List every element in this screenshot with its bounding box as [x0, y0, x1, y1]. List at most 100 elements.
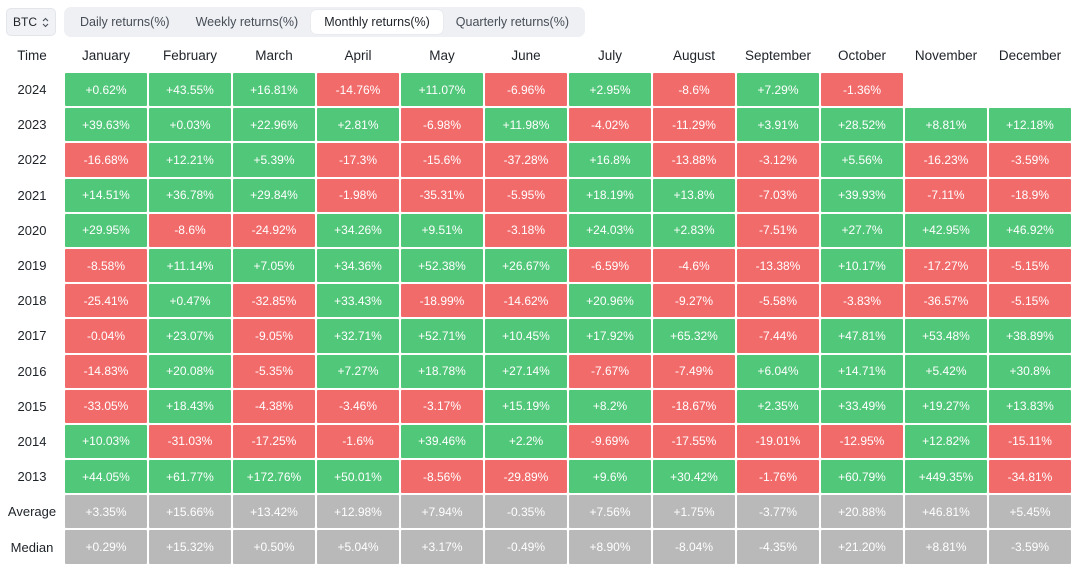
return-cell: +15.19%	[485, 389, 567, 423]
tab-monthly-returns[interactable]: Monthly returns(%)	[311, 10, 443, 34]
return-cell: -5.95%	[485, 178, 567, 212]
stat-cell: -8.04%	[653, 530, 735, 564]
return-cell: +2.83%	[653, 213, 735, 247]
return-cell: -18.99%	[401, 284, 483, 318]
return-cell: +53.48%	[905, 319, 987, 353]
return-cell: -0.04%	[65, 319, 147, 353]
tab-quarterly-returns[interactable]: Quarterly returns(%)	[455, 15, 570, 29]
year-label: 2014	[17, 433, 47, 449]
stat-cell: -4.35%	[737, 530, 819, 564]
asset-select[interactable]: BTC	[6, 8, 56, 36]
return-cell: +27.14%	[485, 354, 567, 388]
tab-weekly-returns[interactable]: Weekly returns(%)	[195, 15, 299, 29]
return-cell: +16.81%	[233, 73, 315, 107]
return-cell: +2.81%	[317, 108, 399, 142]
return-cell: +46.92%	[989, 213, 1071, 247]
stat-cell: +46.81%	[905, 495, 987, 529]
year-label: 2023	[17, 117, 47, 133]
month-header: August	[672, 47, 716, 63]
return-cell: -17.27%	[905, 248, 987, 283]
returns-tabs: Daily returns(%) Weekly returns(%) Month…	[64, 7, 586, 37]
return-cell: -3.59%	[989, 143, 1071, 177]
return-cell: +11.07%	[401, 73, 483, 107]
return-cell: +5.56%	[821, 143, 903, 177]
stat-cell: +12.98%	[317, 495, 399, 529]
year-label: 2022	[17, 152, 47, 168]
return-cell: -29.89%	[485, 460, 567, 494]
return-cell: +14.51%	[65, 178, 147, 212]
stat-cell: +13.42%	[233, 495, 315, 529]
return-cell: +5.42%	[905, 354, 987, 388]
return-cell: +11.14%	[149, 248, 231, 283]
return-cell: -24.92%	[233, 213, 315, 247]
return-cell: +12.18%	[989, 108, 1071, 142]
month-header: January	[81, 47, 131, 63]
return-cell: +39.93%	[821, 178, 903, 212]
return-cell: -19.01%	[737, 424, 819, 459]
return-cell: +65.32%	[653, 319, 735, 353]
return-cell: -3.17%	[401, 389, 483, 423]
stat-cell: +0.50%	[233, 530, 315, 564]
return-cell: +52.71%	[401, 319, 483, 353]
return-cell: -13.88%	[653, 143, 735, 177]
return-cell: +23.07%	[149, 319, 231, 353]
return-cell: +30.8%	[989, 354, 1071, 388]
stat-cell: -0.49%	[485, 530, 567, 564]
month-header: September	[744, 47, 812, 63]
return-cell: -5.58%	[737, 284, 819, 318]
return-cell: +18.19%	[569, 178, 651, 212]
month-header: April	[344, 47, 372, 63]
return-cell: -11.29%	[653, 108, 735, 142]
return-cell: -1.6%	[317, 424, 399, 459]
stat-cell: +7.56%	[569, 495, 651, 529]
return-cell: -9.69%	[569, 424, 651, 459]
year-label: 2017	[17, 328, 47, 344]
return-cell: +13.83%	[989, 389, 1071, 423]
chevron-updown-icon	[42, 17, 49, 28]
return-cell: -8.6%	[149, 213, 231, 247]
return-cell: +39.63%	[65, 108, 147, 142]
return-cell: +60.79%	[821, 460, 903, 494]
year-label: 2018	[17, 293, 47, 309]
return-cell: -9.05%	[233, 319, 315, 353]
year-label: 2024	[17, 82, 47, 98]
return-cell: -7.03%	[737, 178, 819, 212]
return-cell: +172.76%	[233, 460, 315, 494]
return-cell: -5.15%	[989, 284, 1071, 318]
return-cell: -25.41%	[65, 284, 147, 318]
tab-daily-returns[interactable]: Daily returns(%)	[80, 15, 170, 29]
return-cell: -3.46%	[317, 389, 399, 423]
return-cell: +11.98%	[485, 108, 567, 142]
return-cell: +18.78%	[401, 354, 483, 388]
return-cell: -18.67%	[653, 389, 735, 423]
return-cell: +8.2%	[569, 389, 651, 423]
year-label: 2013	[17, 469, 47, 485]
return-cell: -18.9%	[989, 178, 1071, 212]
return-cell: +2.35%	[737, 389, 819, 423]
return-cell: -1.36%	[821, 73, 903, 107]
return-cell: -14.76%	[317, 73, 399, 107]
return-cell: -6.98%	[401, 108, 483, 142]
return-cell: +449.35%	[905, 460, 987, 494]
return-cell: +16.8%	[569, 143, 651, 177]
month-header: July	[597, 47, 622, 63]
return-cell: -5.15%	[989, 248, 1071, 283]
return-cell: -5.35%	[233, 354, 315, 388]
return-cell: -8.58%	[65, 248, 147, 283]
return-cell: +39.46%	[401, 424, 483, 459]
return-cell: +61.77%	[149, 460, 231, 494]
stat-cell: +8.81%	[905, 530, 987, 564]
stat-cell: +7.94%	[401, 495, 483, 529]
return-cell: +0.62%	[65, 73, 147, 107]
return-cell: +52.38%	[401, 248, 483, 283]
month-header: October	[837, 47, 887, 63]
month-header: December	[998, 47, 1062, 63]
return-cell: +22.96%	[233, 108, 315, 142]
return-cell: -17.25%	[233, 424, 315, 459]
return-cell: +29.84%	[233, 178, 315, 212]
return-cell: -3.18%	[485, 213, 567, 247]
return-cell: -15.11%	[989, 424, 1071, 459]
return-cell: -35.31%	[401, 178, 483, 212]
return-cell: +7.27%	[317, 354, 399, 388]
return-cell: +12.21%	[149, 143, 231, 177]
